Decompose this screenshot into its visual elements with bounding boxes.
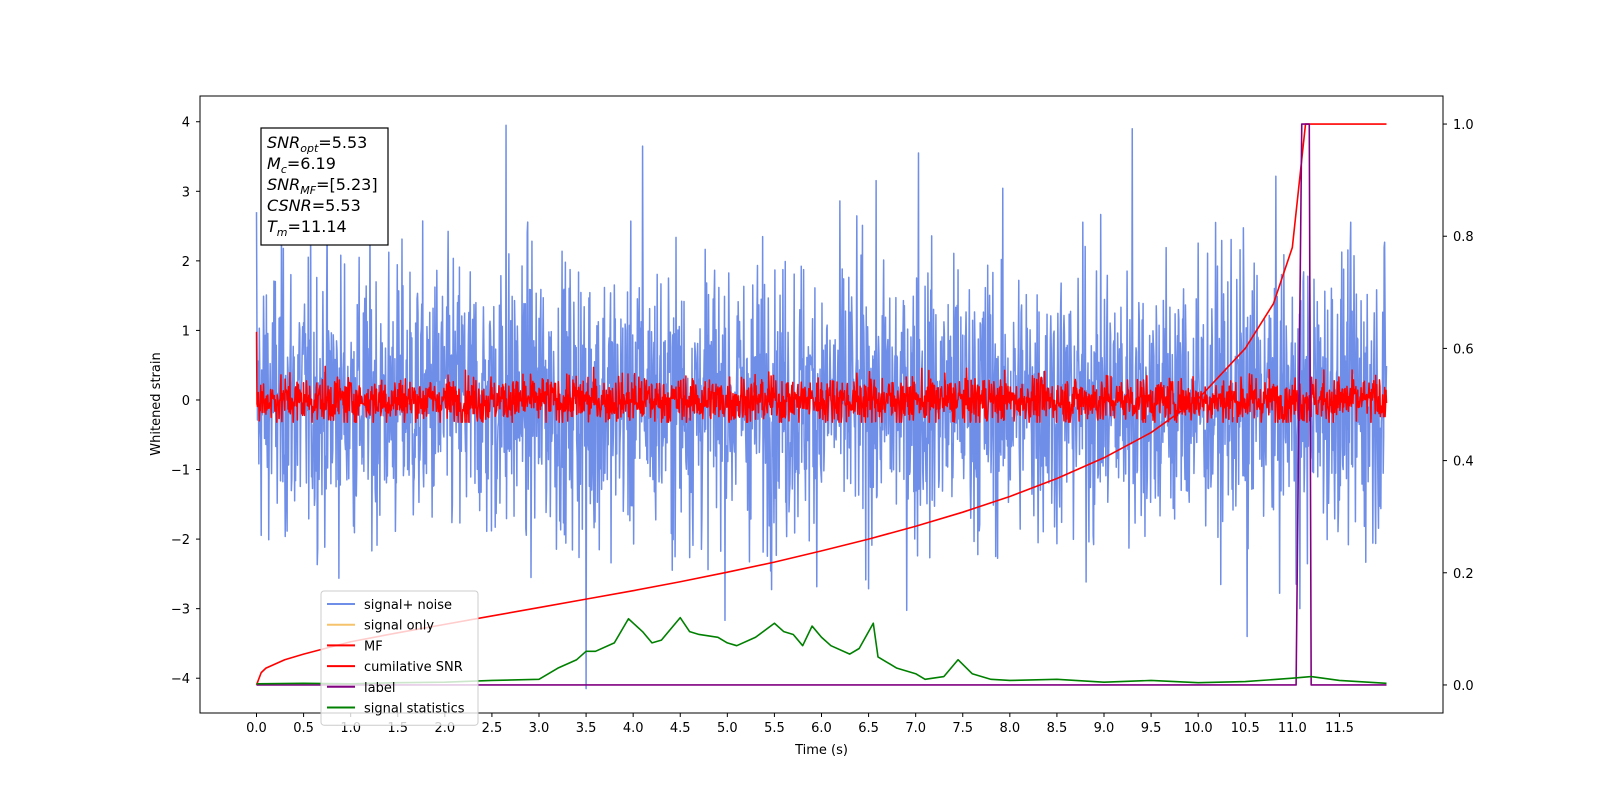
y2-tick-label: 0.2: [1453, 567, 1474, 582]
x-tick-label: 11.0: [1278, 721, 1307, 736]
x-tick-label: 4.0: [623, 721, 644, 736]
legend-label: label: [364, 681, 395, 696]
annotation-line: CSNR=5.53: [267, 196, 361, 215]
x-tick-label: 4.5: [670, 721, 691, 736]
axes-layer: 0.0 0.5 1.0 1.5 2.0 2.5 3.0 3.5 4.0 4.5 5.0 5.5 6.0 6…: [171, 116, 1474, 736]
legend-label: MF: [364, 639, 383, 654]
annotation-line: SNRMF=[5.23]: [267, 175, 378, 197]
annotation-line: SNRopt=5.53: [267, 133, 367, 155]
legend-label: cumilative SNR: [364, 660, 463, 675]
x-tick-label: 5.5: [764, 721, 785, 736]
y-tick-label: 3: [182, 185, 190, 200]
y-tick-label: 1: [182, 324, 190, 339]
y-tick-label: −3: [171, 603, 190, 618]
y2-tick-label: 0.6: [1453, 342, 1474, 357]
x-tick-label: 7.0: [905, 721, 926, 736]
x-tick-label: 0.0: [246, 721, 267, 736]
x-axis-label: Time (s): [794, 743, 848, 758]
annotation-line: Mc=6.19: [267, 154, 336, 176]
annotation-frame: [260, 127, 389, 246]
x-tick-label: 10.0: [1184, 721, 1213, 736]
x-tick-label: 9.0: [1094, 721, 1115, 736]
x-tick-label: 8.0: [999, 721, 1020, 736]
x-tick-label: 11.5: [1325, 721, 1354, 736]
y2-tick-label: 0.4: [1453, 455, 1474, 470]
legend-label: signal+ noise: [364, 598, 452, 613]
series-line-signal-statistics: [256, 616, 1387, 685]
legend-label: signal only: [364, 619, 434, 634]
y2-tick-label: 1.0: [1453, 118, 1474, 133]
y-tick-label: 4: [182, 116, 190, 131]
y2-tick-label: 0.8: [1453, 230, 1474, 245]
x-tick-label: 6.5: [858, 721, 879, 736]
y2-tick-label: 0.0: [1453, 679, 1474, 694]
series-line-signal-noise: [255, 124, 1388, 690]
x-tick-label: 7.5: [952, 721, 973, 736]
y-tick-label: −4: [171, 672, 190, 687]
annotation-line: Tm=11.14: [267, 217, 347, 239]
y-tick-label: −2: [171, 533, 190, 548]
x-tick-label: 3.0: [529, 721, 550, 736]
x-tick-label: 8.5: [1047, 721, 1068, 736]
x-tick-label: 9.5: [1141, 721, 1162, 736]
x-tick-label: 10.5: [1231, 721, 1260, 736]
legend-frame: [320, 590, 479, 726]
y-tick-label: 0: [182, 394, 190, 409]
x-tick-label: 0.5: [293, 721, 314, 736]
x-tick-label: 6.0: [811, 721, 832, 736]
x-tick-label: 2.5: [482, 721, 503, 736]
y-tick-label: −1: [171, 464, 190, 479]
legend-label: signal statistics: [364, 702, 465, 717]
y-axis-label: Whitened strain: [149, 352, 164, 455]
x-tick-label: 3.5: [576, 721, 597, 736]
legend: signal+ noise signal only MF cumilative SNR…: [320, 590, 479, 726]
series-line-label: [256, 123, 1387, 686]
series-line-mf: [255, 331, 1388, 423]
y-tick-label: 2: [182, 255, 190, 270]
x-tick-label: 5.0: [717, 721, 738, 736]
